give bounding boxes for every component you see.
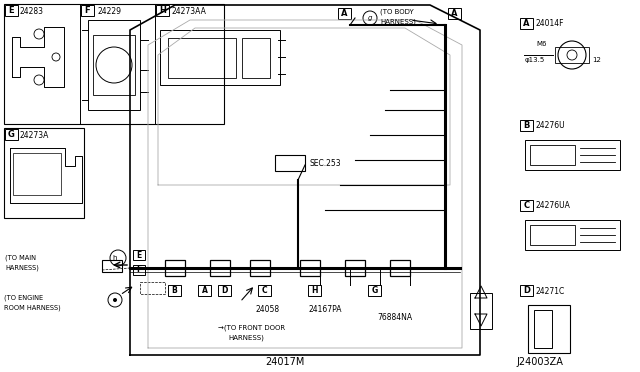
Bar [5,5,18,16]
Circle shape [113,298,117,302]
Bar [275,155,305,171]
Bar [300,260,320,276]
Text: 24017M: 24017M [266,357,305,367]
Text: C: C [524,201,529,210]
Text: E: E [136,250,141,260]
Text: (TO MAIN: (TO MAIN [5,255,36,261]
Text: →(TO FRONT DOOR: →(TO FRONT DOOR [218,325,285,331]
Text: 76884NA: 76884NA [378,314,413,323]
Text: G: G [371,286,378,295]
Bar [133,265,145,275]
Bar [165,260,185,276]
Bar [4,128,84,218]
Bar [13,153,61,195]
Text: 24276U: 24276U [536,122,566,131]
Text: B: B [524,121,530,130]
Bar [140,282,165,294]
Text: (TO ENGINE: (TO ENGINE [4,295,43,301]
Text: B: B [172,286,177,295]
Bar [530,225,575,245]
Text: 24276UA: 24276UA [536,202,571,211]
Text: ROOM HARNESS): ROOM HARNESS) [4,305,61,311]
Text: 24273AA: 24273AA [172,6,207,16]
Bar [160,30,280,85]
Bar [525,140,620,170]
Text: E: E [9,6,14,15]
Bar [308,285,321,296]
Bar [242,38,270,78]
Bar [338,8,351,19]
Bar [156,5,169,16]
Bar [102,260,122,272]
Bar [520,120,533,131]
Bar [520,18,533,29]
Text: A: A [341,9,348,18]
Bar [81,5,94,16]
Text: (TO BODY: (TO BODY [380,9,413,15]
Text: F: F [84,6,90,15]
Text: 24273A: 24273A [20,131,49,140]
Bar [168,38,236,78]
Text: φ13.5: φ13.5 [525,57,545,63]
Bar [530,145,575,165]
Bar [93,35,135,95]
Bar [470,293,492,329]
Bar [88,20,140,110]
Text: D: D [523,286,530,295]
Bar [168,285,181,296]
Bar [5,129,18,140]
Bar [258,285,271,296]
Text: g: g [368,15,372,21]
Text: C: C [262,286,268,295]
Bar [390,260,410,276]
Text: H: H [311,286,317,295]
Text: F: F [136,266,141,275]
Text: HARNESS): HARNESS) [380,19,416,25]
Text: M6: M6 [536,41,547,47]
Text: 24283: 24283 [20,6,44,16]
Bar [345,260,365,276]
Bar [448,8,461,19]
Bar [368,285,381,296]
Text: HARNESS): HARNESS) [228,335,264,341]
Text: 24014F: 24014F [536,19,564,29]
Bar [133,250,145,260]
Bar [520,285,533,296]
Text: D: D [221,286,228,295]
Bar [534,310,552,348]
Text: J24003ZA: J24003ZA [516,357,563,367]
Bar [250,260,270,276]
Text: h: h [113,255,117,261]
Bar [528,305,570,353]
Bar [4,4,224,124]
Text: 24271C: 24271C [536,286,565,295]
Text: 24167PA: 24167PA [308,305,342,314]
Text: 12: 12 [592,57,601,63]
Bar [218,285,231,296]
Text: SEC.253: SEC.253 [310,158,342,167]
Bar [520,200,533,211]
Bar [555,47,589,63]
Text: H: H [159,6,166,15]
Bar [198,285,211,296]
Text: A: A [524,19,530,28]
Text: G: G [8,130,15,139]
Text: 24229: 24229 [97,6,121,16]
Bar [525,220,620,250]
Text: 24058: 24058 [256,305,280,314]
Text: HARNESS): HARNESS) [5,265,39,271]
Text: A: A [451,9,458,18]
Bar [210,260,230,276]
Text: A: A [202,286,207,295]
